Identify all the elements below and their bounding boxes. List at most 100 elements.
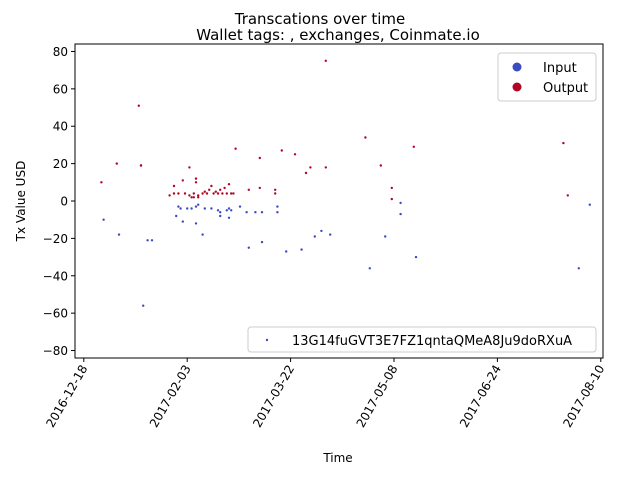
- output-point: [390, 197, 393, 201]
- input-point: [245, 211, 248, 214]
- input-point: [203, 207, 206, 210]
- y-tick-label: −80: [43, 344, 68, 358]
- output-point: [194, 181, 198, 184]
- legend-output-marker: [512, 82, 522, 92]
- output-point: [168, 194, 171, 197]
- input-point: [194, 222, 198, 225]
- output-point: [100, 181, 103, 184]
- output-point: [183, 192, 187, 195]
- points-layer: [100, 59, 591, 307]
- input-point: [210, 207, 213, 210]
- output-point: [172, 184, 176, 188]
- output-point: [390, 186, 393, 190]
- input-point: [414, 255, 418, 259]
- input-point: [329, 233, 332, 236]
- output-point: [258, 156, 261, 160]
- output-point: [172, 192, 176, 195]
- output-point: [188, 194, 191, 197]
- input-point: [146, 239, 149, 242]
- y-axis-label: Tx Value USD: [14, 161, 28, 243]
- output-point: [223, 186, 226, 190]
- y-axis: −80 −60 −40 −20 0 20 40 60 80: [43, 45, 75, 358]
- input-point: [254, 211, 257, 214]
- output-point: [219, 188, 222, 191]
- input-point: [175, 214, 178, 218]
- input-point: [181, 220, 184, 223]
- output-point: [214, 190, 217, 193]
- input-point: [276, 205, 279, 208]
- output-point: [247, 188, 250, 191]
- x-axis-label: Time: [322, 451, 352, 465]
- legend-address-label: 13G14fuGVT3E7FZ1qntaQMeA8Ju9doRXuA: [292, 334, 572, 349]
- output-point: [562, 141, 565, 145]
- input-point: [368, 267, 371, 270]
- input-point: [230, 209, 233, 212]
- input-point: [577, 267, 580, 270]
- input-point: [219, 214, 222, 218]
- input-point: [313, 235, 316, 238]
- input-point: [320, 229, 323, 233]
- output-point: [234, 147, 237, 150]
- legend-address-marker: [265, 338, 269, 342]
- input-point: [588, 203, 591, 206]
- output-point: [274, 192, 277, 195]
- x-tick-label: 2017-08-10: [560, 363, 607, 430]
- legend-output-label: Output: [543, 81, 588, 96]
- output-point: [177, 192, 180, 195]
- input-point: [276, 211, 279, 214]
- output-point: [203, 190, 206, 193]
- y-tick-label: 60: [53, 82, 68, 96]
- x-axis: 2016-12-18 2017-02-03 2017-03-22 2017-05-08…: [43, 358, 607, 430]
- input-point: [117, 233, 121, 236]
- output-point: [201, 192, 204, 195]
- input-point: [384, 235, 387, 238]
- output-point: [280, 149, 283, 152]
- x-tick-label: 2016-12-18: [43, 363, 90, 430]
- input-point: [179, 207, 182, 210]
- y-tick-label: 20: [53, 157, 68, 171]
- input-point: [300, 248, 303, 251]
- input-point: [225, 209, 228, 212]
- output-point: [190, 196, 193, 199]
- output-point: [192, 192, 195, 195]
- input-point: [216, 209, 220, 212]
- output-point: [304, 171, 308, 175]
- y-tick-label: 0: [60, 195, 68, 209]
- y-tick-label: 80: [53, 45, 68, 59]
- output-point: [210, 184, 213, 188]
- output-point: [139, 164, 143, 167]
- output-point: [137, 104, 140, 107]
- input-point: [190, 207, 193, 210]
- x-tick-label: 2017-06-24: [457, 363, 504, 430]
- input-point: [399, 201, 402, 205]
- output-point: [227, 183, 231, 186]
- input-point: [150, 239, 154, 242]
- input-point: [260, 211, 264, 214]
- output-point: [258, 186, 261, 190]
- input-point: [227, 216, 231, 219]
- output-point: [205, 192, 209, 195]
- output-point: [212, 192, 215, 195]
- output-point: [115, 162, 119, 165]
- output-point: [364, 136, 367, 139]
- input-point: [197, 203, 200, 206]
- x-tick-label: 2017-02-03: [147, 363, 194, 430]
- input-point: [186, 207, 189, 210]
- input-point: [238, 205, 242, 208]
- output-point: [194, 177, 198, 180]
- input-point: [285, 250, 288, 253]
- input-point: [219, 211, 222, 214]
- output-point: [230, 192, 233, 195]
- output-point: [324, 166, 327, 169]
- legend-input-label: Input: [543, 61, 577, 76]
- legend-top: Input Output: [497, 52, 597, 102]
- output-point: [225, 192, 228, 195]
- chart-title: Transcations over time: [234, 10, 406, 28]
- output-point: [412, 145, 415, 148]
- output-point: [232, 192, 235, 195]
- x-tick-label: 2017-05-08: [354, 363, 401, 430]
- output-point: [181, 179, 184, 182]
- y-tick-label: −60: [43, 307, 68, 321]
